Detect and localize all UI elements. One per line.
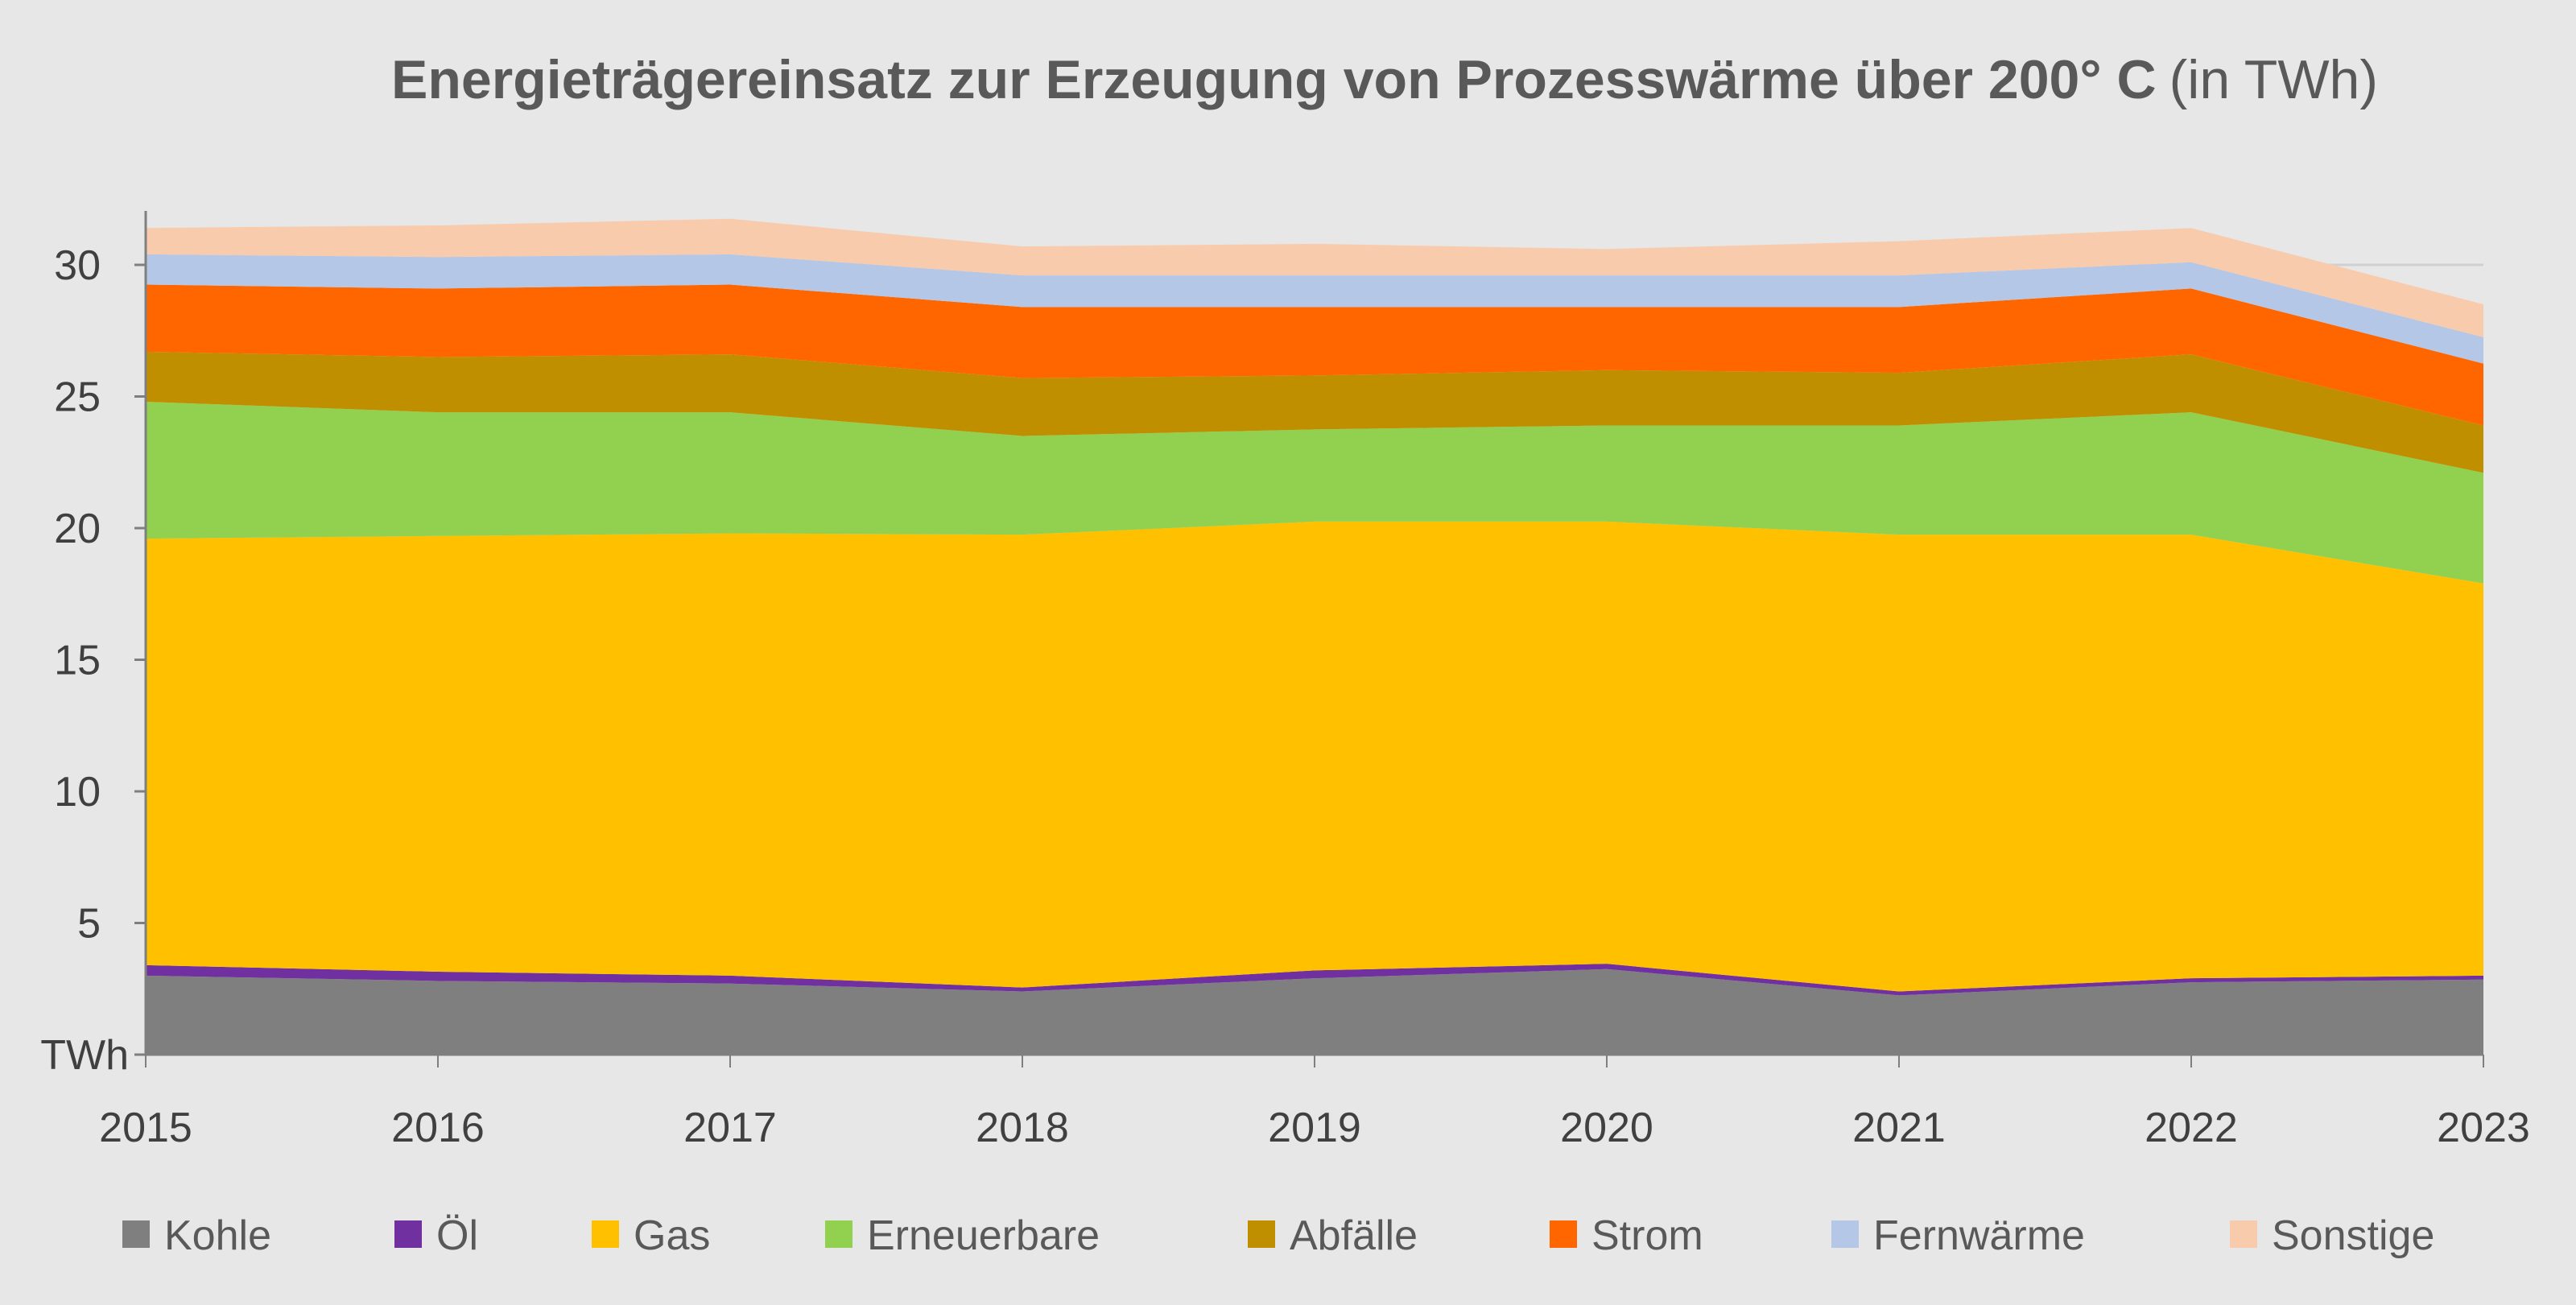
legend-swatch <box>394 1220 422 1248</box>
legend-item-abfälle: Abfälle <box>1248 1212 1418 1259</box>
legend-item-kohle: Kohle <box>122 1212 271 1259</box>
legend-swatch <box>592 1220 619 1248</box>
legend-item-strom: Strom <box>1550 1212 1703 1259</box>
x-tick-label: 2023 <box>2437 1105 2530 1151</box>
area-gas <box>146 521 2483 992</box>
area-fernwärme <box>146 254 2483 364</box>
legend-swatch <box>1550 1220 1577 1248</box>
legend-item-erneuerbare: Erneuerbare <box>825 1212 1100 1259</box>
legend-item-sonstige: Sonstige <box>2230 1212 2434 1259</box>
y-tick-label: 10 <box>54 769 101 816</box>
x-tick-label: 2017 <box>683 1105 777 1151</box>
legend-label: Fernwärme <box>1873 1212 2085 1259</box>
legend-label: Erneuerbare <box>867 1212 1100 1259</box>
x-tick-label: 2015 <box>99 1105 192 1151</box>
y-tick-label: 20 <box>54 506 101 552</box>
legend-label: Kohle <box>164 1212 271 1259</box>
y-tick-label: 15 <box>54 638 101 684</box>
area-öl <box>146 964 2483 996</box>
y-tick-label: 30 <box>54 242 101 289</box>
y-tick-label: 5 <box>77 901 101 948</box>
x-tick-label: 2020 <box>1560 1105 1653 1151</box>
legend-swatch <box>1248 1220 1275 1248</box>
x-tick-label: 2019 <box>1268 1105 1361 1151</box>
x-tick-label: 2018 <box>976 1105 1069 1151</box>
x-tick-label: 2016 <box>391 1105 485 1151</box>
legend-label: Abfälle <box>1290 1212 1418 1259</box>
legend-label: Strom <box>1591 1212 1703 1259</box>
area-strom <box>146 284 2483 426</box>
area-erneuerbare <box>146 402 2483 584</box>
chart-title: Energieträgereinsatz zur Erzeugung von P… <box>391 49 2378 110</box>
area-abfälle <box>146 351 2483 473</box>
legend-swatch <box>825 1220 852 1248</box>
legend-swatch <box>1831 1220 1859 1248</box>
area-sonstige <box>146 218 2483 337</box>
legend-label: Sonstige <box>2272 1212 2434 1259</box>
area-kohle <box>146 968 2483 1055</box>
y-tick-label: 25 <box>54 374 101 421</box>
x-tick-label: 2022 <box>2145 1105 2238 1151</box>
legend-item-öl: Öl <box>394 1212 478 1259</box>
legend-swatch <box>122 1220 150 1248</box>
legend-label: Öl <box>436 1212 478 1259</box>
y-unit-label: TWh <box>40 1032 129 1079</box>
legend-item-fernwärme: Fernwärme <box>1831 1212 2085 1259</box>
x-tick-label: 2021 <box>1852 1105 1946 1151</box>
legend-label: Gas <box>634 1212 710 1259</box>
legend-swatch <box>2230 1220 2257 1248</box>
legend-item-gas: Gas <box>592 1212 710 1259</box>
